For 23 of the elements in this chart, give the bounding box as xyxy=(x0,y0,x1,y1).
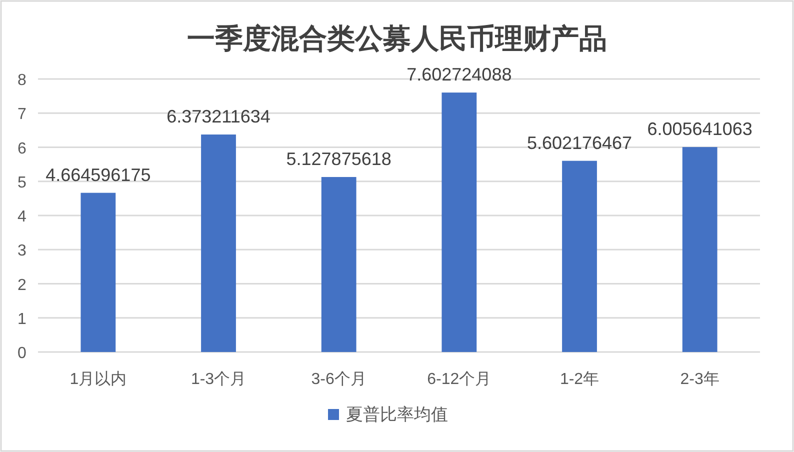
data-label: 6.005641063 xyxy=(647,119,752,140)
ytick: 1 xyxy=(18,310,26,328)
ytick: 2 xyxy=(18,276,26,294)
xtick: 1-2年 xyxy=(560,371,600,388)
ytick: 0 xyxy=(18,345,26,362)
data-label: 6.373211634 xyxy=(166,106,270,127)
xtick: 6-12个月 xyxy=(427,371,492,388)
xtick: 2-3年 xyxy=(680,371,720,388)
legend-label: 夏普比率均值 xyxy=(346,405,448,424)
ytick: 6 xyxy=(18,140,26,158)
xtick: 1月以内 xyxy=(70,371,127,388)
ytick: 8 xyxy=(18,72,26,89)
data-label: 5.602176467 xyxy=(526,132,632,153)
data-label: 4.664596175 xyxy=(46,164,151,185)
xtick: 1-3个月 xyxy=(190,371,246,388)
ytick: 3 xyxy=(18,242,26,260)
ytick: 5 xyxy=(18,174,26,192)
title: 一季度混合类公募人民币理财产品 xyxy=(187,23,607,54)
ytick: 4 xyxy=(18,208,26,226)
xtick: 3-6个月 xyxy=(311,371,366,388)
data-label: 5.127875618 xyxy=(286,149,392,169)
ytick: 7 xyxy=(18,106,26,124)
data-label: 7.602724088 xyxy=(406,64,512,85)
